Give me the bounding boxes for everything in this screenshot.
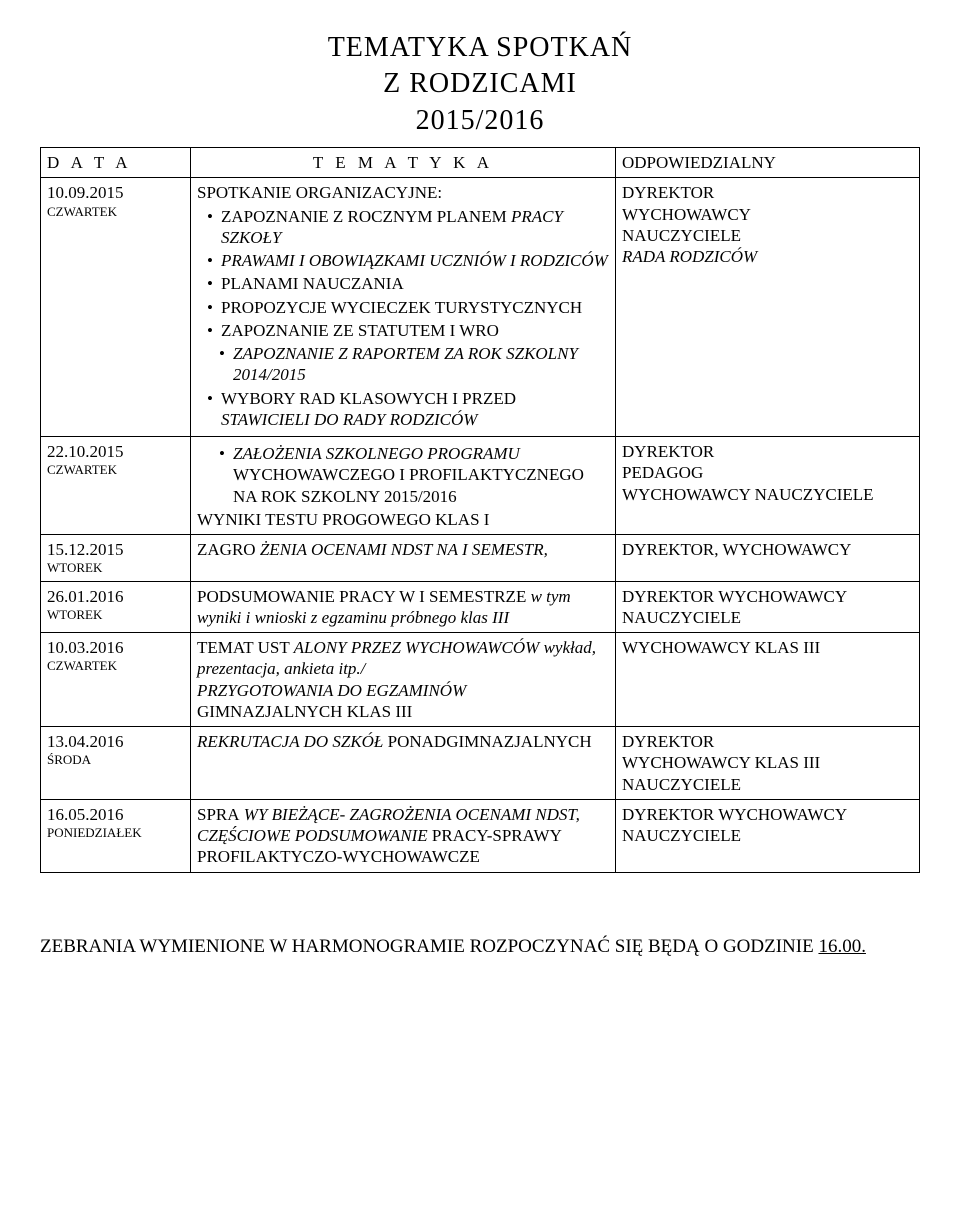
bullet-item: PLANAMI NAUCZANIA [207, 273, 609, 294]
odp-line: WYCHOWAWCY KLAS III [622, 752, 913, 773]
date-cell: 15.12.2015WTOREK [41, 535, 191, 582]
odp-cell: DYREKTORWYCHOWAWCY KLAS IIINAUCZYCIELE [616, 727, 920, 800]
odp-line: NAUCZYCIELE [622, 774, 913, 795]
bullet-item: ZAPOZNANIE ZE STATUTEM I WRO [207, 320, 609, 341]
table-row: 10.03.2016CZWARTEKTEMAT UST ALONY PRZEZ … [41, 633, 920, 727]
tematyka-cell: PODSUMOWANIE PRACY W I SEMESTRZE w tym w… [191, 581, 616, 633]
date-cell: 10.03.2016CZWARTEK [41, 633, 191, 727]
date-day: WTOREK [47, 607, 184, 623]
date-value: 13.04.2016 [47, 731, 184, 752]
date-cell: 22.10.2015CZWARTEK [41, 437, 191, 535]
odp-line: RADA RODZICÓW [622, 246, 913, 267]
table-row: 26.01.2016WTOREKPODSUMOWANIE PRACY W I S… [41, 581, 920, 633]
tematyka-bullets: ZAŁOŻENIA SZKOLNEGO PROGRAMU WYCHOWAWCZE… [197, 443, 609, 507]
odp-line: WYCHOWAWCY KLAS III [622, 637, 913, 658]
table-row: 16.05.2016PONIEDZIAŁEKSPRA WY BIEŻĄCE- Z… [41, 799, 920, 872]
odp-cell: DYREKTOR WYCHOWAWCY NAUCZYCIELE [616, 581, 920, 633]
date-value: 22.10.2015 [47, 441, 184, 462]
date-value: 26.01.2016 [47, 586, 184, 607]
date-day: PONIEDZIAŁEK [47, 825, 184, 841]
bullet-item: ZAPOZNANIE Z ROCZNYM PLANEM PRACY SZKOŁY [207, 206, 609, 249]
odp-line: DYREKTOR, WYCHOWAWCY [622, 539, 913, 560]
date-day: ŚRODA [47, 752, 184, 768]
header-data: D A T A [41, 148, 191, 178]
bullet-item: ZAPOZNANIE Z RAPORTEM ZA ROK SZKOLNY 201… [219, 343, 609, 386]
bullet-item: PRAWAMI I OBOWIĄZKAMI UCZNIÓW I RODZICÓW [207, 250, 609, 271]
table-row: 13.04.2016ŚRODA REKRUTACJA DO SZKÓŁ PONAD… [41, 727, 920, 800]
table-row: 10.09.2015CZWARTEKSPOTKANIE ORGANIZACYJN… [41, 178, 920, 437]
bullet-item: WYBORY RAD KLASOWYCH I PRZED STAWICIELI … [207, 388, 609, 431]
odp-cell: DYREKTOR, WYCHOWAWCY [616, 535, 920, 582]
date-day: CZWARTEK [47, 204, 184, 220]
tematyka-cell: ZAŁOŻENIA SZKOLNEGO PROGRAMU WYCHOWAWCZE… [191, 437, 616, 535]
date-day: CZWARTEK [47, 658, 184, 674]
odp-line: WYCHOWAWCY NAUCZYCIELE [622, 484, 913, 505]
odp-cell: DYREKTORWYCHOWAWCYNAUCZYCIELERADA RODZIC… [616, 178, 920, 437]
page-title: TEMATYKA SPOTKAŃ Z RODZICAMI 2015/2016 [40, 30, 920, 139]
bullet-item: PROPOZYCJE WYCIECZEK TURYSTYCZNYCH [207, 297, 609, 318]
date-day: WTOREK [47, 560, 184, 576]
date-value: 10.03.2016 [47, 637, 184, 658]
title-line-2: Z RODZICAMI [383, 68, 577, 99]
tematyka-line: ZAGRO ŻENIA OCENAMI NDST NA I SEMESTR, [197, 539, 609, 560]
date-value: 10.09.2015 [47, 182, 184, 203]
odp-line: NAUCZYCIELE [622, 225, 913, 246]
tematyka-line: SPRA WY BIEŻĄCE- ZAGROŻENIA OCENAMI NDST… [197, 804, 609, 868]
odp-line: WYCHOWAWCY [622, 204, 913, 225]
tematyka-trail: WYNIKI TESTU PROGOWEGO KLAS I [197, 509, 609, 530]
tematyka-cell: TEMAT UST ALONY PRZEZ WYCHOWAWCÓW wykład… [191, 633, 616, 727]
table-row: 15.12.2015WTOREK ZAGRO ŻENIA OCENAMI NDST… [41, 535, 920, 582]
date-day: CZWARTEK [47, 462, 184, 478]
date-value: 16.05.2016 [47, 804, 184, 825]
tematyka-line: PODSUMOWANIE PRACY W I SEMESTRZE w tym w… [197, 586, 609, 629]
odp-line: DYREKTOR WYCHOWAWCY NAUCZYCIELE [622, 804, 913, 847]
odp-cell: DYREKTOR WYCHOWAWCY NAUCZYCIELE [616, 799, 920, 872]
odp-cell: WYCHOWAWCY KLAS III [616, 633, 920, 727]
odp-line: DYREKTOR WYCHOWAWCY NAUCZYCIELE [622, 586, 913, 629]
odp-line: DYREKTOR [622, 441, 913, 462]
odp-line: DYREKTOR [622, 182, 913, 203]
title-line-1: TEMATYKA SPOTKAŃ [328, 32, 633, 63]
tematyka-cell: SPRA WY BIEŻĄCE- ZAGROŻENIA OCENAMI NDST… [191, 799, 616, 872]
title-line-3: 2015/2016 [416, 105, 545, 136]
table-header-row: D A T A T E M A T Y K A ODPOWIEDZIALNY [41, 148, 920, 178]
header-odp: ODPOWIEDZIALNY [616, 148, 920, 178]
tematyka-line: TEMAT UST ALONY PRZEZ WYCHOWAWCÓW wykład… [197, 637, 609, 680]
tematyka-bullets: ZAPOZNANIE Z ROCZNYM PLANEM PRACY SZKOŁY… [197, 206, 609, 431]
date-cell: 13.04.2016ŚRODA [41, 727, 191, 800]
bullet-item: ZAŁOŻENIA SZKOLNEGO PROGRAMU WYCHOWAWCZE… [219, 443, 609, 507]
tematyka-cell: ZAGRO ŻENIA OCENAMI NDST NA I SEMESTR, [191, 535, 616, 582]
date-value: 15.12.2015 [47, 539, 184, 560]
odp-line: PEDAGOG [622, 462, 913, 483]
odp-cell: DYREKTORPEDAGOGWYCHOWAWCY NAUCZYCIELE [616, 437, 920, 535]
odp-line: DYREKTOR [622, 731, 913, 752]
date-cell: 10.09.2015CZWARTEK [41, 178, 191, 437]
tematyka-line: REKRUTACJA DO SZKÓŁ PONADGIMNAZJALNYCH [197, 731, 609, 752]
footer-time: 16.00. [818, 936, 866, 957]
schedule-table: D A T A T E M A T Y K A ODPOWIEDZIALNY 1… [40, 147, 920, 873]
date-cell: 16.05.2016PONIEDZIAŁEK [41, 799, 191, 872]
tematyka-cell: REKRUTACJA DO SZKÓŁ PONADGIMNAZJALNYCH [191, 727, 616, 800]
tematyka-cell: SPOTKANIE ORGANIZACYJNE: ZAPOZNANIE Z ROC… [191, 178, 616, 437]
date-cell: 26.01.2016WTOREK [41, 581, 191, 633]
footer-note: ZEBRANIA WYMIENIONE W HARMONOGRAMIE ROZP… [40, 933, 920, 962]
table-row: 22.10.2015CZWARTEK ZAŁOŻENIA SZKOLNEGO PR… [41, 437, 920, 535]
footer-text: ZEBRANIA WYMIENIONE W HARMONOGRAMIE ROZP… [40, 936, 818, 957]
tematyka-line: PRZYGOTOWANIA DO EGZAMINÓW GIMNAZJALNYCH… [197, 680, 609, 723]
tematyka-lead: SPOTKANIE ORGANIZACYJNE: [197, 182, 609, 203]
header-tematyka: T E M A T Y K A [191, 148, 616, 178]
